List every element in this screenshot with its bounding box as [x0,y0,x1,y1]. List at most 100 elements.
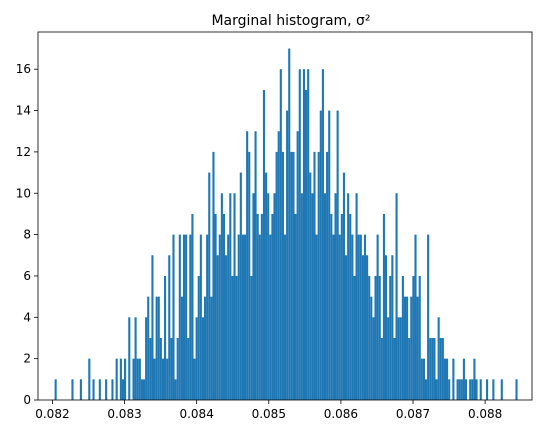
histogram-bar [378,275,381,400]
histogram-bar [204,296,207,400]
histogram-bar [153,358,156,400]
histogram-bar [403,296,407,400]
histogram-bar [298,69,301,401]
histogram-bar [136,358,139,400]
histogram-bar [368,275,371,400]
histogram-bar [210,296,213,400]
histogram-bar [374,275,377,400]
histogram-bar [54,379,57,400]
histogram-bar [195,317,198,400]
histogram-bar [414,234,417,400]
y-tick-label: 6 [23,269,31,283]
histogram-bar [201,317,204,400]
histogram-bar [166,358,169,400]
histogram-bar [227,234,230,400]
histogram-bar [418,275,421,400]
histogram-bar [134,317,137,400]
histogram-bar [351,234,354,400]
histogram-bar [311,193,314,400]
histogram-bar [260,213,263,400]
histogram-bar [132,358,135,400]
histogram-bar [235,275,238,400]
histogram-bar [486,379,489,400]
histogram-bar [384,255,388,400]
histogram-bar [330,213,333,400]
x-axis-ticks: 0.082 0.083 0.084 0.085 0.086 0.087 0.088 [35,400,502,421]
histogram-bar [168,255,171,400]
histogram-bar [393,337,396,400]
histogram-bar [296,131,299,401]
histogram-bar [347,193,350,400]
histogram-bar [248,151,251,400]
histogram-bar [412,275,415,400]
histogram-bar [471,379,474,400]
histogram-bar [376,234,379,400]
histogram-bar [275,151,278,400]
x-tick-label: 0.082 [35,407,69,421]
histogram-bar [256,213,259,400]
histogram-bar [479,379,482,400]
histogram-bar [441,337,444,400]
histogram-bar [382,213,385,400]
histogram-bar [216,255,219,400]
x-tick-label: 0.088 [468,407,502,421]
histogram-bar [269,234,272,400]
histogram-bar [328,110,331,400]
histogram-bar [212,151,215,400]
plot-frame [37,31,533,401]
histogram-bar [401,275,404,400]
histogram-bar [323,193,327,400]
histogram-bar [185,234,188,400]
histogram-bar [214,213,217,400]
histogram-bar [252,193,255,400]
histogram-bar [321,69,324,401]
histogram-bar [336,110,339,400]
histogram-bar [208,172,211,400]
histogram-bar [313,151,316,400]
histogram-bar [231,275,234,400]
histogram-bar [262,89,266,400]
histogram-bar [142,379,146,400]
histogram-bar [121,379,125,400]
histogram-bar [326,151,329,400]
y-tick-label: 14 [16,104,31,118]
histogram-bar [315,234,318,400]
histogram-bar [105,379,108,400]
histogram-bar [429,337,432,400]
histogram-bar [464,379,468,400]
histogram-bar [115,358,118,400]
histogram-bar [359,234,362,400]
histogram-bar [300,193,303,400]
chart-title: Marginal histogram, σ² [211,13,370,29]
histogram-bar [391,255,394,400]
histogram-bar [345,255,348,400]
histogram-bar [422,358,425,400]
histogram-bar [437,317,440,400]
histogram-bar [267,193,270,400]
histogram-bar [147,296,150,400]
histogram-bar [294,213,297,400]
histogram-bar [305,89,308,400]
histogram-bar [237,234,240,400]
histogram-bar [389,275,392,400]
histogram-bar [416,296,419,400]
histogram-bar [340,213,343,400]
histogram-bar [182,234,186,400]
histogram-bar [349,213,352,400]
x-tick-label: 0.086 [324,407,358,421]
histogram-bar [79,379,82,400]
histogram-bar [243,234,247,400]
histogram-bar [222,213,226,400]
x-tick-label: 0.087 [396,407,430,421]
histogram-bar [456,379,459,400]
histogram-bar [161,358,165,400]
histogram-bar [370,296,373,400]
histogram-bar [492,379,495,400]
histogram-bar [309,172,312,400]
histogram-bar [500,379,503,400]
histogram-bar [475,379,478,400]
histogram-bar [279,69,282,401]
histogram-bar [151,255,154,400]
histogram-bar [319,110,322,400]
